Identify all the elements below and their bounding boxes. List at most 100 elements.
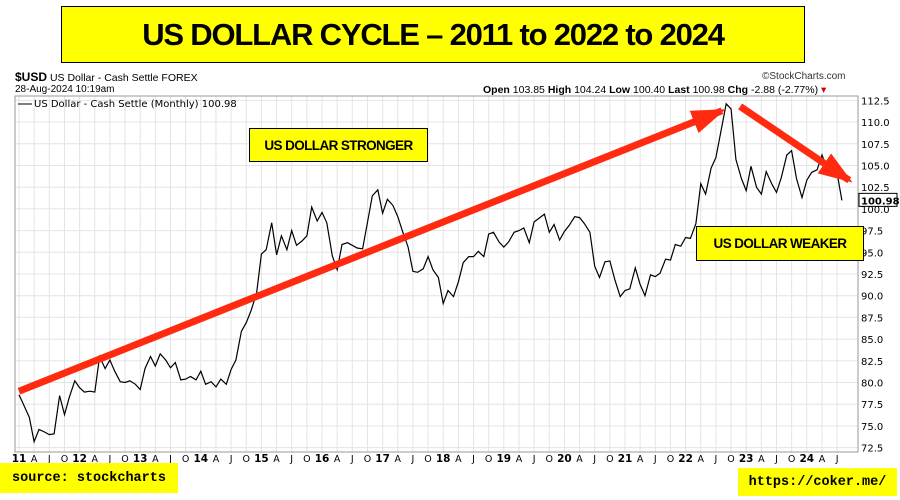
x-tick-label: 16 xyxy=(315,453,330,465)
ohlc-readout: Open 103.85 High 104.24 Low 100.40 Last … xyxy=(483,84,826,96)
x-tick-label: O xyxy=(546,454,553,465)
trend-arrows xyxy=(17,103,853,395)
url-label: https://coker.me/ xyxy=(738,468,897,496)
x-tick-label: J xyxy=(107,454,111,465)
x-tick-label: A xyxy=(92,454,99,465)
x-tick-label: J xyxy=(289,454,293,465)
x-tick-label: A xyxy=(31,454,38,465)
last-value-box xyxy=(858,192,898,207)
x-tick-label: J xyxy=(532,454,536,465)
x-tick-label: A xyxy=(213,454,220,465)
x-tick-label: J xyxy=(168,454,172,465)
x-tick-label: 21 xyxy=(618,453,633,465)
instrument-name: US Dollar - Cash Settle xyxy=(49,72,159,84)
x-tick-label: O xyxy=(788,454,795,465)
x-tick-label: A xyxy=(637,454,644,465)
plot-frame xyxy=(14,95,859,453)
symbol: $USD xyxy=(15,70,48,84)
x-tick-label: O xyxy=(182,454,189,465)
x-tick-label: O xyxy=(121,454,128,465)
x-tick-label: 13 xyxy=(133,453,148,465)
x-tick-label: O xyxy=(667,454,674,465)
y-tick-label: 102.5 xyxy=(861,183,890,194)
y-tick-label: 112.5 xyxy=(861,96,890,107)
x-axis: 11 A J O 12 A J O 13 A J O 14 A J O 15 A J O 16 A J O 17 A J O 18 A J O… xyxy=(12,453,839,465)
y-tick-label: 77.5 xyxy=(861,400,883,411)
legend: US Dollar - Cash Settle (Monthly) 100.98 xyxy=(18,99,237,110)
x-tick-label: O xyxy=(606,454,613,465)
x-tick-label: 15 xyxy=(254,453,269,465)
x-tick-label: O xyxy=(364,454,371,465)
x-tick-label: A xyxy=(273,454,280,465)
x-tick-label: A xyxy=(698,454,705,465)
y-tick-label: 105.0 xyxy=(861,161,890,172)
x-tick-label: J xyxy=(410,454,414,465)
x-tick-label: J xyxy=(835,454,839,465)
x-tick-label: A xyxy=(576,454,583,465)
x-tick-label: A xyxy=(455,454,462,465)
chg-value: -2.88 (-2.77%) xyxy=(750,84,819,96)
y-tick-label: 72.5 xyxy=(861,444,883,455)
x-tick-label: J xyxy=(713,454,717,465)
y-tick-label: 90.0 xyxy=(861,292,883,303)
x-tick-label: 17 xyxy=(375,453,390,465)
chg-label: Chg xyxy=(727,84,749,96)
x-tick-label: 18 xyxy=(436,453,451,465)
y-tick-label: 107.5 xyxy=(861,140,890,151)
brand: ©StockCharts.com xyxy=(762,71,846,82)
x-tick-label: 14 xyxy=(193,453,208,465)
x-tick-label: J xyxy=(47,454,51,465)
arrow-weaker xyxy=(738,103,853,184)
x-tick-label: A xyxy=(819,454,826,465)
high-label: High xyxy=(547,84,572,96)
y-tick-label: 92.5 xyxy=(861,270,883,281)
y-tick-label: 82.5 xyxy=(861,357,883,368)
x-tick-label: 23 xyxy=(739,453,754,465)
date-stamp: 28-Aug-2024 10:19am xyxy=(15,84,115,95)
price-line xyxy=(18,102,843,444)
y-tick-label: 85.0 xyxy=(861,335,883,346)
chart-title: US DOLLAR CYCLE – 2011 to 2022 to 2024 xyxy=(142,16,725,52)
x-tick-label: 19 xyxy=(496,453,511,465)
chart-title-banner: US DOLLAR CYCLE – 2011 to 2022 to 2024 xyxy=(61,6,805,63)
label-weaker: US DOLLAR WEAKER xyxy=(696,226,864,261)
x-tick-label: A xyxy=(334,454,341,465)
arrow-stronger xyxy=(17,107,726,395)
x-tick-label: 12 xyxy=(72,453,87,465)
y-tick-label: 95.0 xyxy=(861,248,883,259)
x-tick-label: J xyxy=(592,454,596,465)
y-axis: 72.5 75.0 77.5 80.0 82.5 85.0 87.5 90.0 92.5 95.0… xyxy=(861,96,890,454)
x-tick-label: O xyxy=(61,454,68,465)
x-tick-label: O xyxy=(303,454,310,465)
open-label: Open xyxy=(483,84,510,96)
x-tick-label: J xyxy=(350,454,354,465)
open-value: 103.85 xyxy=(512,84,545,96)
last-value-label: 100.98 xyxy=(861,196,900,207)
last-label: Last xyxy=(668,84,690,96)
x-tick-label: 24 xyxy=(799,453,814,465)
x-tick-label: J xyxy=(653,454,657,465)
x-tick-label: J xyxy=(471,454,475,465)
x-tick-label: J xyxy=(774,454,778,465)
x-tick-label: A xyxy=(395,454,402,465)
x-tick-label: A xyxy=(152,454,159,465)
grid xyxy=(15,96,858,452)
x-tick-label: O xyxy=(424,454,431,465)
x-tick-label: O xyxy=(485,454,492,465)
x-tick-label: 22 xyxy=(678,453,693,465)
exchange: FOREX xyxy=(161,72,198,84)
low-label: Low xyxy=(609,84,631,96)
y-tick-label: 80.0 xyxy=(861,379,883,390)
high-value: 104.24 xyxy=(574,84,607,96)
x-tick-label: 11 xyxy=(12,453,27,465)
down-triangle-icon: ▾ xyxy=(821,84,827,96)
last-value-tag: 100.98 xyxy=(858,192,900,207)
y-tick-label: 100.0 xyxy=(861,205,890,216)
x-tick-label: 20 xyxy=(557,453,572,465)
x-tick-label: O xyxy=(727,454,734,465)
source-label: source: stockcharts xyxy=(0,463,178,493)
last-value: 100.98 xyxy=(692,84,725,96)
y-tick-label: 75.0 xyxy=(861,422,883,433)
y-tick-label: 110.0 xyxy=(861,118,890,129)
x-tick-label: A xyxy=(758,454,765,465)
